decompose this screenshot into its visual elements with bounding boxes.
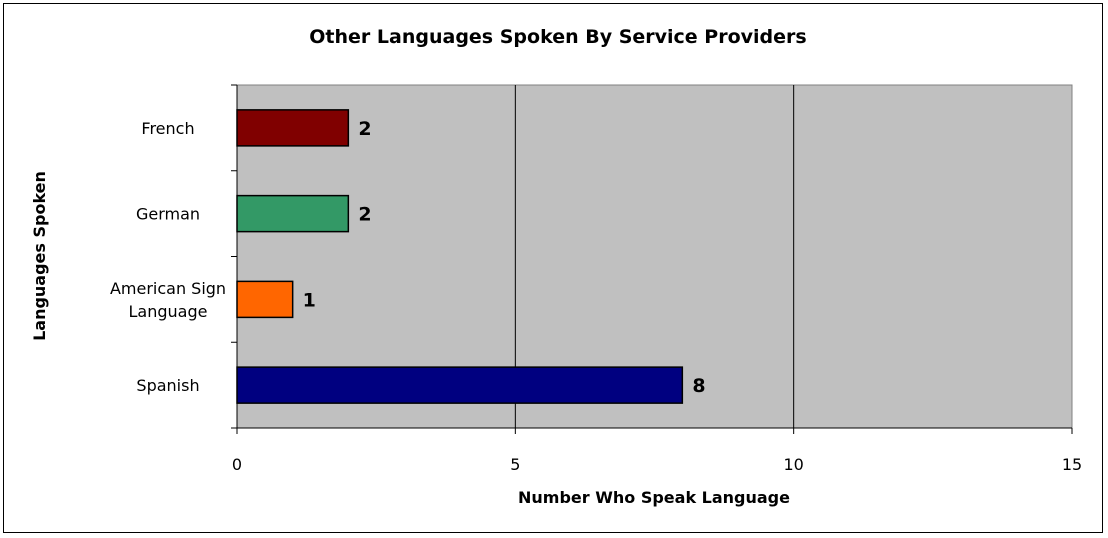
y-axis-title: Languages Spoken	[30, 171, 49, 341]
category-label: Spanish	[136, 376, 199, 395]
x-axis-title: Number Who Speak Language	[518, 488, 790, 507]
x-tick-label: 5	[510, 455, 520, 474]
bar-french	[236, 109, 350, 147]
x-ticks: 0 5 10 15	[232, 428, 1082, 474]
bar-german	[236, 194, 350, 233]
category-label: French	[141, 119, 194, 138]
bar-spanish	[236, 366, 684, 404]
data-label: 2	[358, 204, 371, 226]
data-label: 8	[692, 375, 705, 397]
data-labels: 2 2 1 8	[303, 118, 706, 397]
chart-title: Other Languages Spoken By Service Provid…	[309, 26, 806, 48]
x-tick-label: 15	[1062, 455, 1082, 474]
bar-american-sign-language	[236, 280, 294, 319]
data-label: 2	[358, 118, 371, 140]
category-label: German	[136, 205, 200, 224]
data-label: 1	[303, 289, 316, 311]
y-ticks	[231, 84, 237, 429]
x-tick-label: 10	[783, 455, 803, 474]
x-tick-label: 0	[232, 455, 242, 474]
category-labels: French German American Sign Language Spanish	[110, 119, 226, 395]
category-label: American Sign Language	[110, 279, 226, 321]
bars	[236, 109, 684, 404]
